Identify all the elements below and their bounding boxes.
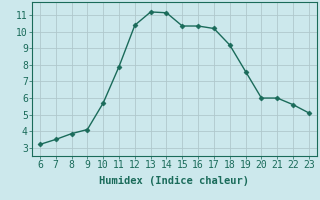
X-axis label: Humidex (Indice chaleur): Humidex (Indice chaleur) — [100, 176, 249, 186]
